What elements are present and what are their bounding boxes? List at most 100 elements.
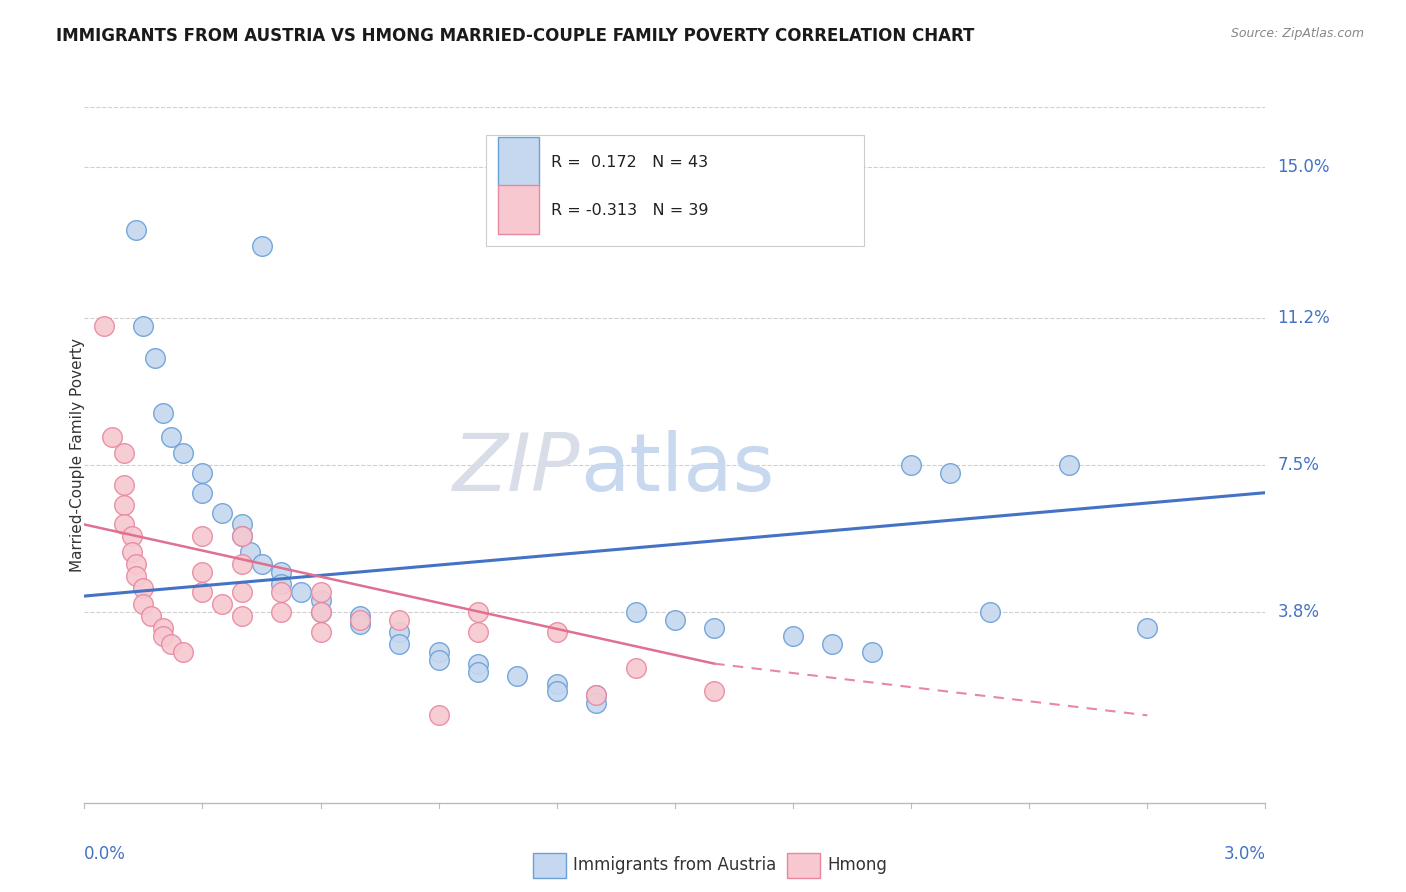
Point	[270, 577, 292, 591]
FancyBboxPatch shape	[486, 135, 863, 246]
Point	[93, 318, 115, 333]
Point	[290, 585, 312, 599]
Point	[309, 605, 332, 619]
Point	[141, 609, 163, 624]
FancyBboxPatch shape	[787, 853, 820, 878]
Point	[546, 624, 568, 639]
Point	[467, 657, 489, 671]
Point	[546, 676, 568, 690]
Text: Married-Couple Family Poverty: Married-Couple Family Poverty	[70, 338, 84, 572]
Point	[900, 458, 922, 472]
Text: 15.0%: 15.0%	[1277, 158, 1330, 176]
Text: R =  0.172   N = 43: R = 0.172 N = 43	[551, 154, 709, 169]
Point	[388, 613, 411, 627]
Point	[309, 624, 332, 639]
Point	[546, 684, 568, 698]
Point	[860, 645, 883, 659]
Point	[585, 689, 607, 703]
Point	[467, 665, 489, 679]
Text: Source: ZipAtlas.com: Source: ZipAtlas.com	[1230, 27, 1364, 40]
FancyBboxPatch shape	[498, 137, 538, 186]
Point	[211, 597, 233, 611]
Point	[172, 645, 194, 659]
Point	[349, 609, 371, 624]
Point	[664, 613, 686, 627]
Point	[143, 351, 166, 365]
Text: 3.0%: 3.0%	[1223, 845, 1265, 863]
Point	[124, 223, 146, 237]
Point	[979, 605, 1001, 619]
Point	[585, 689, 607, 703]
Point	[349, 616, 371, 631]
Point	[939, 466, 962, 480]
Text: ZIP: ZIP	[453, 430, 581, 508]
Point	[467, 624, 489, 639]
Point	[160, 430, 183, 444]
Point	[112, 446, 135, 460]
Text: R = -0.313   N = 39: R = -0.313 N = 39	[551, 202, 709, 218]
Point	[782, 629, 804, 643]
Point	[349, 613, 371, 627]
Point	[270, 565, 292, 579]
Text: atlas: atlas	[581, 430, 775, 508]
Point	[124, 558, 146, 572]
FancyBboxPatch shape	[533, 853, 567, 878]
Point	[172, 446, 194, 460]
Point	[231, 529, 253, 543]
Point	[467, 605, 489, 619]
Point	[585, 697, 607, 711]
Point	[821, 637, 844, 651]
Point	[703, 621, 725, 635]
Point	[101, 430, 124, 444]
Point	[112, 498, 135, 512]
Point	[309, 605, 332, 619]
Point	[231, 558, 253, 572]
Text: 3.8%: 3.8%	[1277, 603, 1319, 621]
Point	[231, 529, 253, 543]
Point	[250, 558, 273, 572]
Point	[191, 565, 214, 579]
Point	[211, 506, 233, 520]
Text: 7.5%: 7.5%	[1277, 456, 1319, 474]
Point	[427, 653, 450, 667]
Point	[152, 629, 174, 643]
Point	[191, 585, 214, 599]
Point	[124, 569, 146, 583]
Point	[191, 466, 214, 480]
Point	[152, 406, 174, 420]
Point	[121, 545, 143, 559]
FancyBboxPatch shape	[498, 185, 538, 234]
Point	[309, 593, 332, 607]
Point	[270, 585, 292, 599]
Point	[250, 239, 273, 253]
Point	[231, 609, 253, 624]
Point	[624, 660, 647, 674]
Point	[506, 668, 529, 682]
Point	[112, 517, 135, 532]
Point	[191, 485, 214, 500]
Point	[427, 708, 450, 723]
Point	[388, 637, 411, 651]
Point	[121, 529, 143, 543]
Point	[152, 621, 174, 635]
Point	[132, 581, 155, 595]
Point	[132, 597, 155, 611]
Point	[160, 637, 183, 651]
Point	[1136, 621, 1159, 635]
Point	[427, 645, 450, 659]
Point	[703, 684, 725, 698]
Point	[1057, 458, 1080, 472]
Point	[112, 477, 135, 491]
Text: IMMIGRANTS FROM AUSTRIA VS HMONG MARRIED-COUPLE FAMILY POVERTY CORRELATION CHART: IMMIGRANTS FROM AUSTRIA VS HMONG MARRIED…	[56, 27, 974, 45]
Point	[231, 517, 253, 532]
Point	[270, 605, 292, 619]
Point	[132, 318, 155, 333]
Text: Hmong: Hmong	[827, 856, 887, 874]
Text: 0.0%: 0.0%	[84, 845, 127, 863]
Text: Immigrants from Austria: Immigrants from Austria	[574, 856, 776, 874]
Point	[388, 624, 411, 639]
Point	[624, 605, 647, 619]
Point	[231, 585, 253, 599]
Point	[309, 585, 332, 599]
Point	[191, 529, 214, 543]
